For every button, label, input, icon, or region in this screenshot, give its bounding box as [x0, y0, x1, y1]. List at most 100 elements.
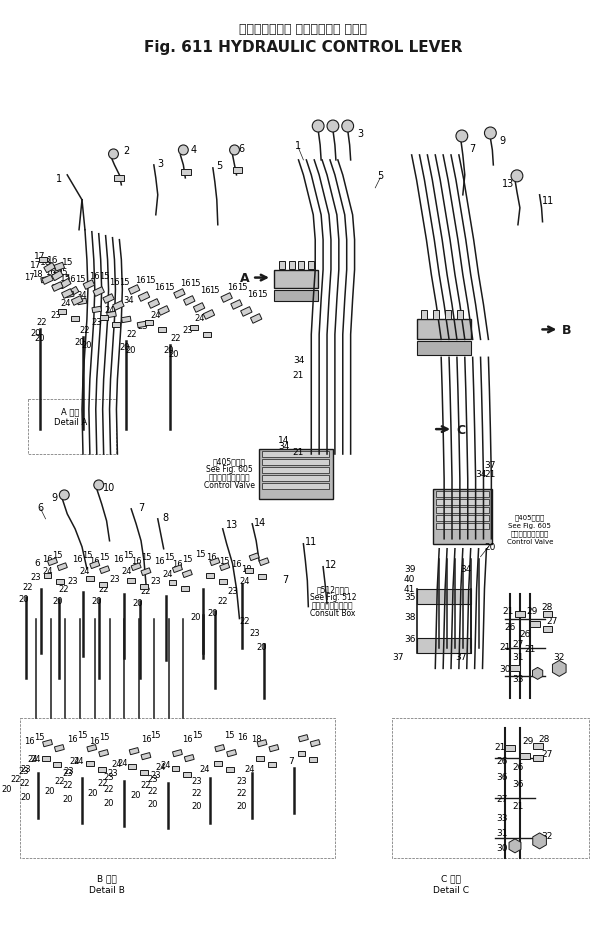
Polygon shape — [54, 263, 64, 271]
Text: 24: 24 — [28, 753, 38, 763]
Polygon shape — [53, 284, 62, 290]
Polygon shape — [87, 745, 97, 752]
Text: 22: 22 — [170, 333, 181, 343]
Polygon shape — [127, 578, 135, 583]
Bar — [416, 589, 471, 604]
Polygon shape — [509, 839, 521, 853]
Text: 16: 16 — [65, 275, 76, 284]
Polygon shape — [174, 289, 185, 299]
Text: 35: 35 — [404, 592, 415, 602]
Text: 5: 5 — [216, 161, 223, 170]
Text: 22: 22 — [58, 584, 69, 593]
Polygon shape — [112, 323, 120, 328]
Text: 第512図参照: 第512図参照 — [317, 584, 349, 593]
Text: 27: 27 — [542, 749, 553, 758]
Text: 27: 27 — [512, 639, 523, 649]
Polygon shape — [421, 311, 427, 319]
Polygon shape — [240, 307, 252, 317]
Text: 16: 16 — [135, 276, 145, 285]
Polygon shape — [532, 667, 543, 680]
Polygon shape — [98, 767, 106, 772]
Text: 20: 20 — [148, 799, 158, 809]
Text: 16: 16 — [131, 557, 141, 565]
Polygon shape — [158, 328, 166, 332]
Text: 21: 21 — [293, 447, 304, 456]
Text: 7: 7 — [288, 756, 293, 765]
Text: 20: 20 — [103, 797, 114, 807]
Bar — [259, 449, 333, 500]
Polygon shape — [100, 315, 108, 321]
Text: 16: 16 — [52, 266, 63, 275]
Bar — [274, 271, 318, 288]
Bar — [416, 638, 471, 653]
Text: 15: 15 — [82, 550, 92, 560]
Text: 34: 34 — [278, 441, 290, 450]
Polygon shape — [203, 311, 215, 320]
Polygon shape — [129, 285, 140, 295]
Text: 17: 17 — [25, 272, 35, 282]
Text: 14: 14 — [254, 518, 266, 527]
Polygon shape — [227, 750, 236, 757]
Polygon shape — [59, 279, 71, 289]
Polygon shape — [288, 261, 294, 270]
Circle shape — [230, 146, 239, 155]
Polygon shape — [206, 574, 214, 578]
Bar — [274, 290, 318, 302]
Text: 16: 16 — [42, 555, 53, 563]
Text: 23: 23 — [31, 573, 41, 581]
Text: 15: 15 — [224, 730, 235, 739]
Text: 1: 1 — [56, 174, 63, 183]
Text: 第405図参照: 第405図参照 — [213, 457, 246, 466]
Polygon shape — [43, 739, 52, 747]
Text: 10: 10 — [103, 482, 115, 492]
Polygon shape — [182, 169, 191, 176]
Text: 20: 20 — [62, 794, 73, 803]
Text: 17: 17 — [30, 261, 41, 270]
Polygon shape — [107, 312, 117, 318]
Polygon shape — [225, 767, 234, 772]
Text: C 詳図: C 詳図 — [441, 873, 461, 883]
Text: 36: 36 — [496, 772, 508, 781]
Polygon shape — [445, 311, 451, 319]
Text: 24: 24 — [80, 566, 90, 576]
Text: 24: 24 — [105, 306, 115, 314]
Polygon shape — [310, 739, 320, 747]
Polygon shape — [56, 579, 64, 584]
Text: ハイドロリック コントロール レバー: ハイドロリック コントロール レバー — [239, 22, 367, 36]
Text: 24: 24 — [156, 762, 166, 770]
Polygon shape — [137, 322, 147, 329]
Text: 22: 22 — [239, 617, 249, 625]
Polygon shape — [145, 321, 153, 326]
Polygon shape — [182, 570, 192, 578]
Text: 33: 33 — [496, 813, 508, 823]
Text: See Fig. 605: See Fig. 605 — [508, 522, 551, 528]
Text: 26: 26 — [512, 762, 523, 770]
Polygon shape — [55, 745, 64, 752]
Text: 20: 20 — [125, 345, 135, 355]
Text: 16: 16 — [247, 290, 258, 299]
Polygon shape — [138, 292, 150, 302]
Text: 28: 28 — [542, 603, 553, 611]
Text: See Fig. 605: See Fig. 605 — [206, 465, 253, 474]
Text: Detail C: Detail C — [433, 885, 469, 894]
Text: 28: 28 — [539, 734, 550, 743]
Text: 23: 23 — [150, 577, 161, 586]
Polygon shape — [543, 611, 552, 617]
Text: 29: 29 — [522, 736, 534, 745]
Polygon shape — [131, 563, 141, 571]
Text: 20: 20 — [163, 345, 174, 355]
Text: 8: 8 — [163, 512, 169, 522]
Polygon shape — [57, 563, 67, 571]
Polygon shape — [510, 665, 520, 672]
Polygon shape — [183, 772, 191, 777]
Text: A 詳図: A 詳図 — [61, 407, 79, 417]
Text: 24: 24 — [150, 311, 161, 319]
Text: 15: 15 — [75, 275, 85, 284]
Text: 23: 23 — [182, 326, 192, 334]
Text: 23: 23 — [192, 776, 203, 784]
Text: 22: 22 — [62, 780, 73, 789]
Text: 24: 24 — [121, 566, 132, 576]
Text: 15: 15 — [52, 550, 63, 560]
Text: 15: 15 — [119, 278, 130, 286]
Text: 15: 15 — [257, 290, 267, 299]
